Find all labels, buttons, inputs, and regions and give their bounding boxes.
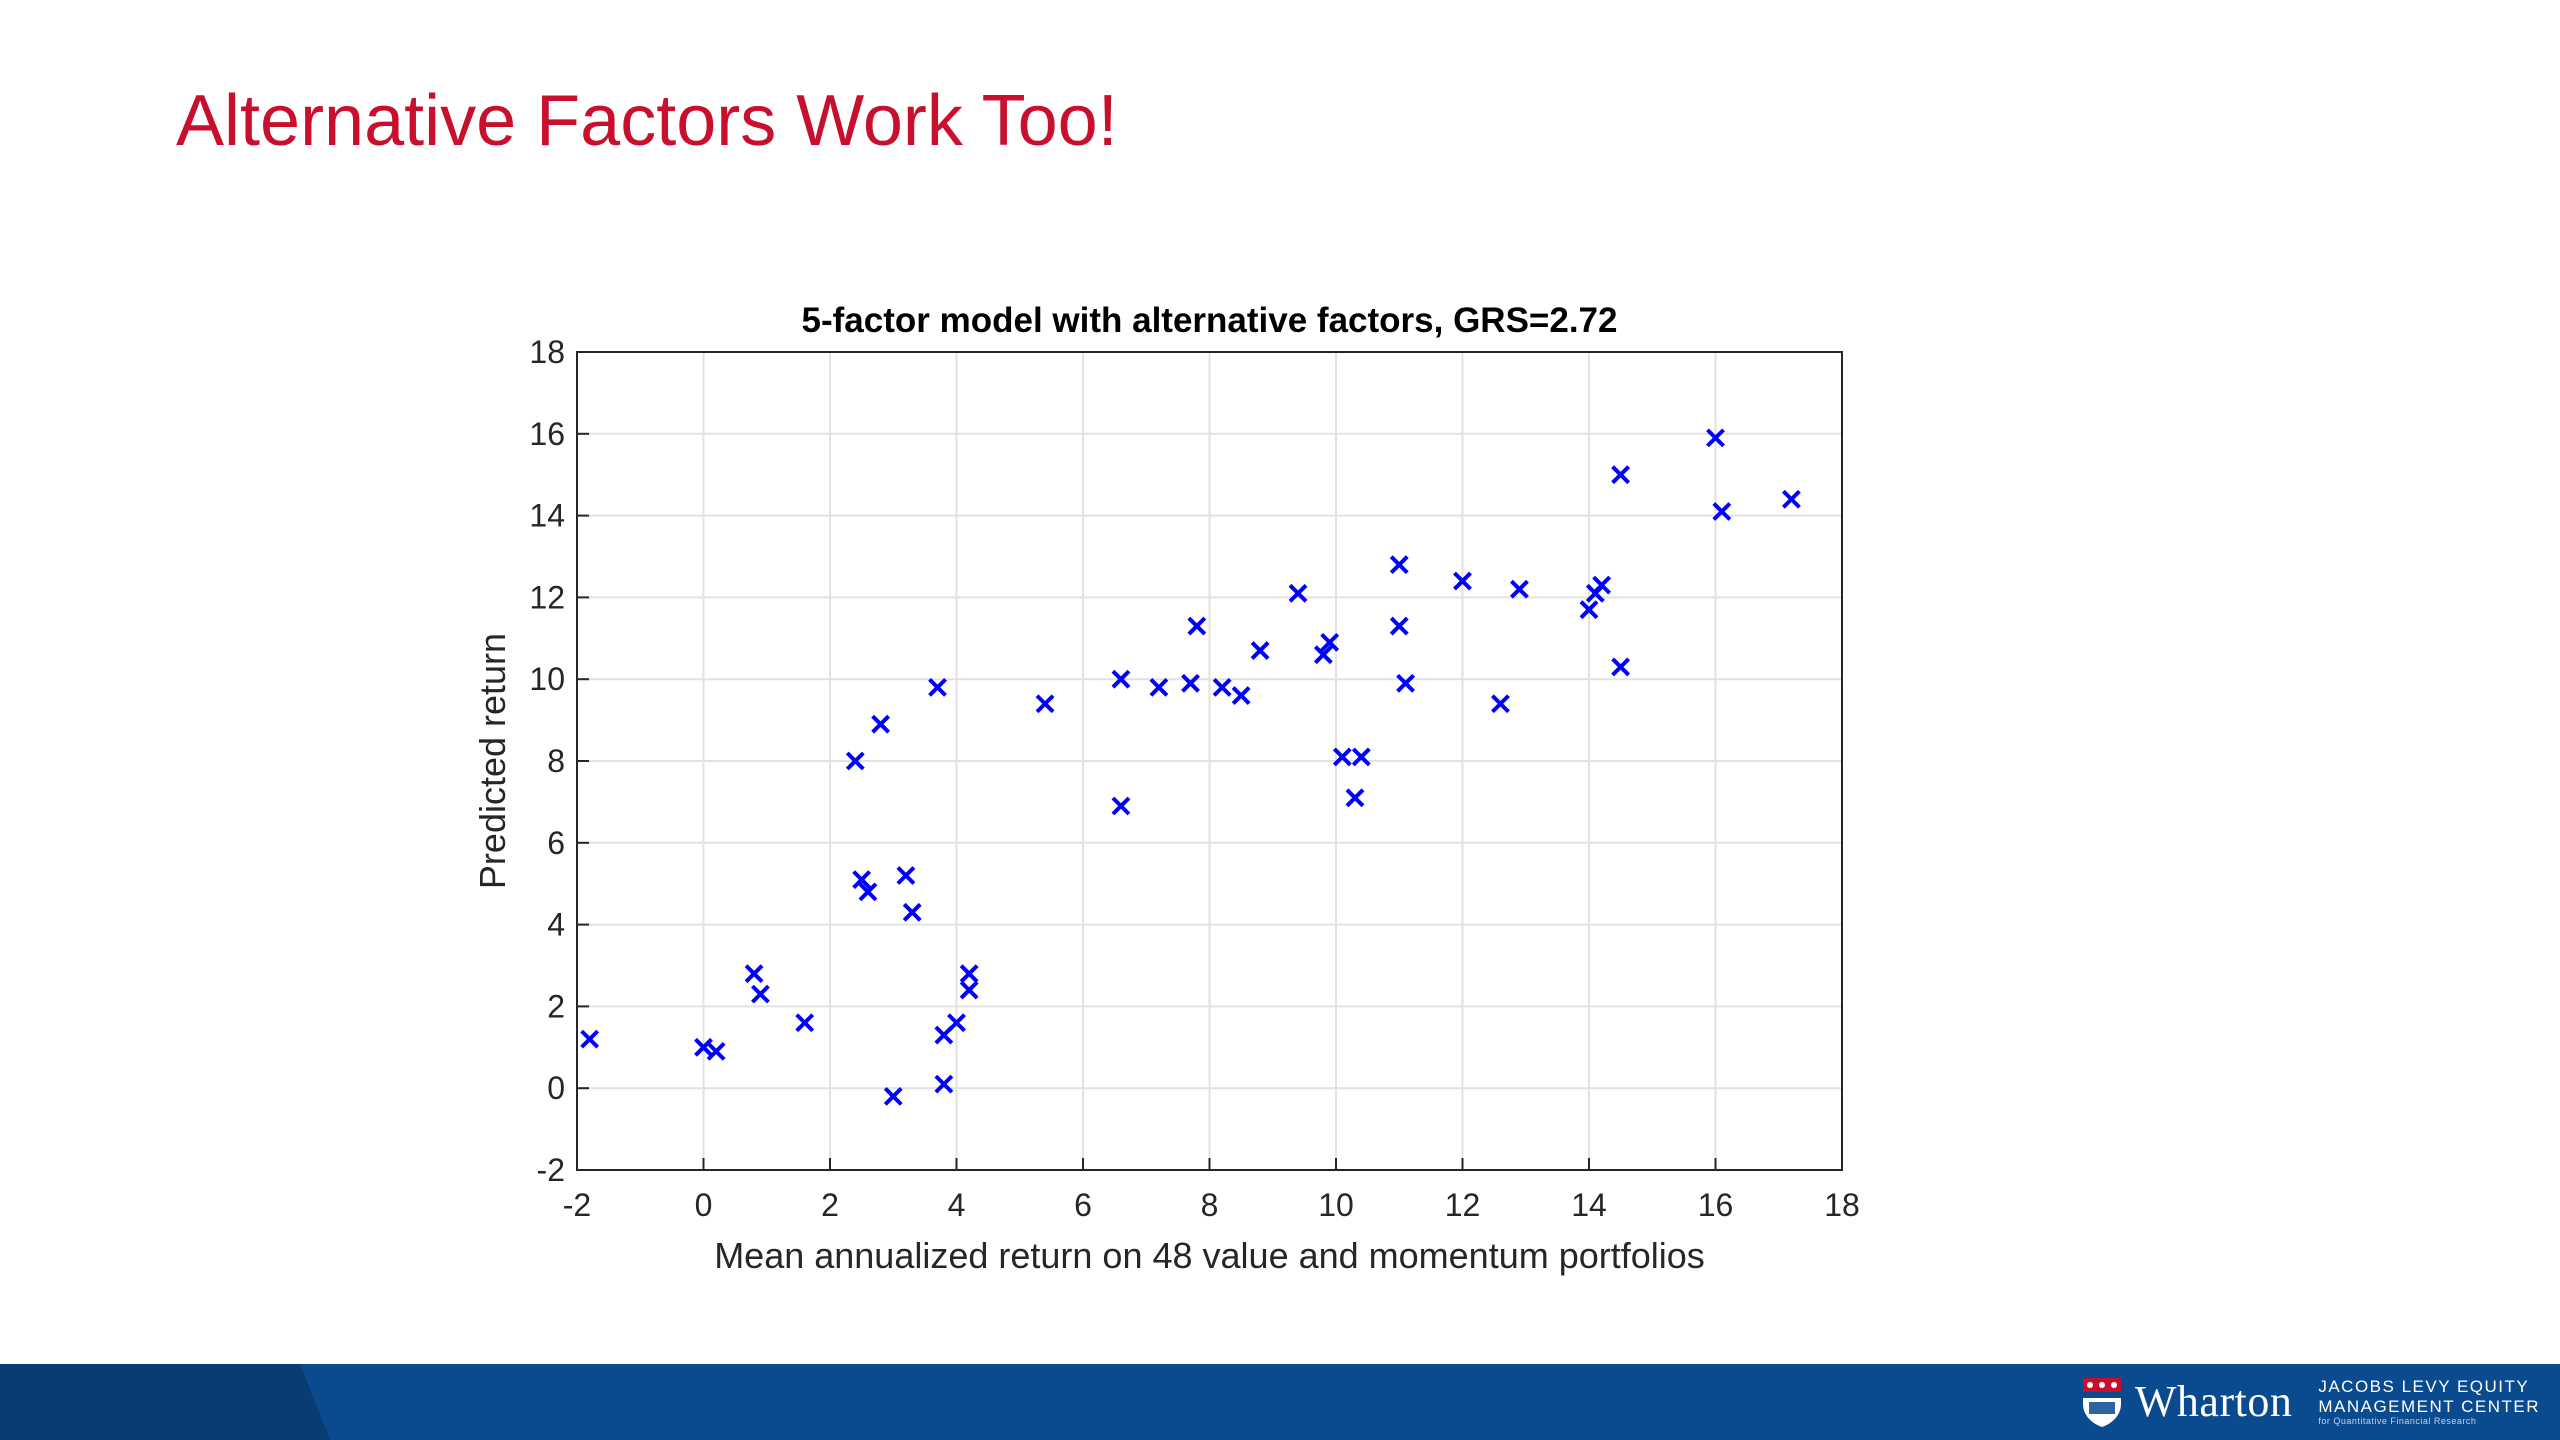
logo-wordmark: Wharton — [2134, 1377, 2293, 1426]
data-point — [1181, 673, 1200, 693]
data-point — [1453, 571, 1472, 591]
data-point — [1611, 657, 1631, 677]
y-tick-label: 8 — [547, 743, 565, 779]
y-tick-label: 14 — [529, 498, 565, 534]
x-tick-label: 16 — [1698, 1187, 1734, 1223]
y-tick-label: 12 — [529, 579, 565, 615]
data-point — [1035, 694, 1055, 714]
y-tick-label: 6 — [547, 825, 565, 861]
data-point — [1288, 583, 1308, 603]
data-point — [1250, 641, 1270, 660]
data-point — [1491, 694, 1510, 714]
data-point — [1611, 465, 1631, 485]
footer-bar: Wharton JACOBS LEVY EQUITY MANAGEMENT CE… — [0, 1364, 2560, 1440]
data-point — [1149, 677, 1169, 697]
y-tick-label: 10 — [529, 661, 565, 697]
x-tick-label: 2 — [821, 1187, 839, 1223]
data-point — [959, 964, 979, 984]
data-point — [1579, 600, 1599, 620]
x-tick-label: 8 — [1201, 1187, 1219, 1223]
data-point — [751, 984, 770, 1004]
data-point — [1212, 677, 1232, 697]
center-name-line1: JACOBS LEVY EQUITY — [2318, 1377, 2530, 1397]
data-point — [795, 1013, 815, 1033]
axis-ticks: -2 0 2 4 6 8 10 12 14 16 18 -2 0 2 4 6 8 10 12 14 16 18 — [529, 334, 1859, 1223]
x-tick-label: 18 — [1824, 1187, 1860, 1223]
chart-title: 5-factor model with alternative factors,… — [802, 301, 1618, 340]
data-point — [1706, 428, 1725, 448]
data-point — [1332, 747, 1352, 767]
x-tick-label: 14 — [1571, 1187, 1607, 1223]
y-tick-label: 16 — [529, 416, 565, 452]
data-point — [1396, 673, 1415, 693]
data-point — [580, 1029, 600, 1049]
x-tick-label: 4 — [948, 1187, 966, 1223]
data-point — [852, 870, 872, 890]
y-axis-label: Predicted return — [472, 633, 513, 889]
data-point — [928, 677, 947, 697]
data-point — [1592, 575, 1612, 595]
y-tick-label: -2 — [537, 1152, 565, 1188]
data-point — [1389, 616, 1409, 636]
x-tick-label: 10 — [1318, 1187, 1354, 1223]
data-point — [1351, 747, 1371, 767]
data-point — [845, 751, 865, 771]
data-point — [896, 866, 916, 885]
x-axis-label: Mean annualized return on 48 value and m… — [714, 1235, 1705, 1276]
footer-accent-tab — [0, 1364, 330, 1440]
shield-icon — [2082, 1378, 2121, 1427]
data-point — [959, 980, 979, 1000]
scatter-chart: -2 0 2 4 6 8 10 12 14 16 18 -2 0 2 4 6 8 10 12 14 16 18 5-fac… — [472, 301, 1860, 1276]
data-point — [1111, 669, 1131, 689]
data-point — [744, 964, 764, 984]
data-point — [883, 1086, 903, 1106]
data-point — [1510, 579, 1529, 599]
data-point — [1320, 632, 1340, 652]
x-tick-label: 12 — [1445, 1187, 1481, 1223]
data-point — [1389, 555, 1409, 575]
center-name-line2: MANAGEMENT CENTER — [2318, 1396, 2540, 1416]
data-point — [1313, 645, 1333, 665]
data-point — [694, 1037, 713, 1057]
data-points — [580, 428, 1801, 1106]
y-tick-label: 4 — [547, 907, 565, 943]
data-point — [1187, 616, 1207, 636]
data-point — [947, 1013, 966, 1033]
data-point — [858, 882, 878, 902]
x-tick-label: 6 — [1074, 1187, 1092, 1223]
center-name: JACOBS LEVY EQUITY MANAGEMENT CENTER for… — [2318, 1377, 2540, 1426]
x-tick-label: -2 — [563, 1187, 591, 1223]
grid-lines — [576, 351, 1843, 1171]
x-tick-label: 0 — [695, 1187, 713, 1223]
y-tick-label: 0 — [547, 1070, 565, 1106]
data-point — [706, 1041, 726, 1061]
wharton-logo: Wharton JACOBS LEVY EQUITY MANAGEMENT CE… — [2081, 1374, 2540, 1430]
data-point — [902, 902, 922, 922]
data-point — [1111, 796, 1131, 816]
data-point — [1345, 788, 1365, 808]
slide-title: Alternative Factors Work Too! — [176, 81, 1118, 161]
data-point — [934, 1074, 954, 1094]
y-tick-label: 18 — [529, 334, 565, 370]
data-point — [1781, 489, 1801, 509]
center-name-line3: for Quantitative Financial Research — [2318, 1416, 2477, 1427]
data-point — [1231, 686, 1251, 705]
data-point — [1712, 502, 1732, 521]
data-point — [871, 714, 891, 734]
y-tick-label: 2 — [547, 988, 565, 1024]
